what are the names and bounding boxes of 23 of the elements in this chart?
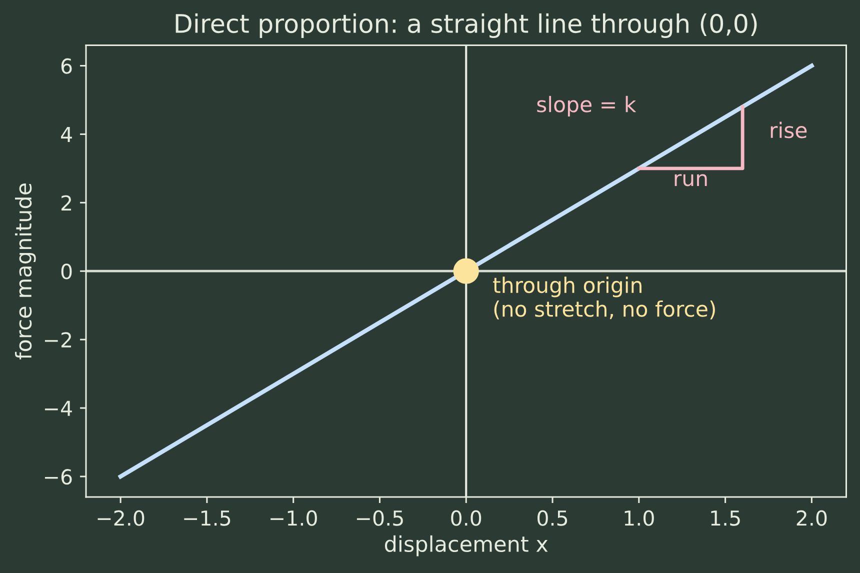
x-tick-label: 0.5 <box>538 510 568 526</box>
x-tick-label: 2.0 <box>796 510 827 526</box>
x-tick-label: 1.0 <box>624 510 654 526</box>
chart-title: Direct proportion: a straight line through (0,0) <box>176 13 757 38</box>
x-tick-label: 1.5 <box>711 510 740 526</box>
annotation: through origin (no stretch, no force) <box>493 276 715 320</box>
y-tick-label: 0 <box>61 264 72 280</box>
x-tick-label: −1.0 <box>270 510 317 526</box>
y-tick-label: −2 <box>44 332 72 348</box>
y-tick-label: 6 <box>61 58 72 74</box>
y-axis-title: force magnitude <box>15 184 36 360</box>
x-tick-label: −0.5 <box>356 510 403 526</box>
x-tick-label: 0.0 <box>451 510 482 526</box>
y-tick-label: 4 <box>61 127 72 142</box>
annotation: slope = k <box>537 96 636 116</box>
y-tick-label: −4 <box>44 400 72 416</box>
annotation: run <box>674 174 707 186</box>
x-tick-label: −1.5 <box>184 510 230 526</box>
annotation: rise <box>770 122 807 138</box>
x-tick-label: −2.0 <box>98 510 144 526</box>
y-tick-label: 2 <box>62 195 72 210</box>
x-axis-title: displacement x <box>384 535 548 556</box>
y-tick-label: −6 <box>44 469 72 485</box>
